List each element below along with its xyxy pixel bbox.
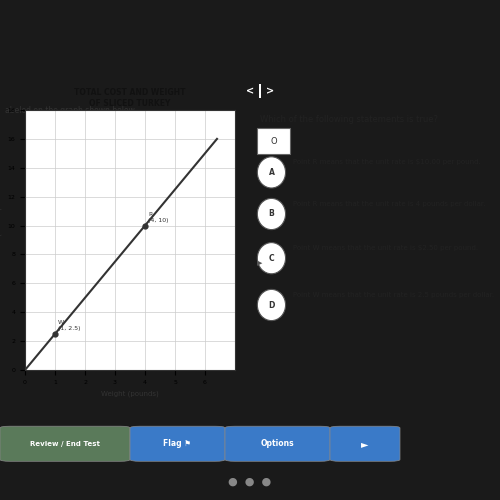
Text: D: D (268, 300, 274, 310)
Circle shape (258, 242, 285, 274)
Text: Review / End Test: Review / End Test (30, 441, 100, 447)
Circle shape (258, 157, 285, 188)
FancyBboxPatch shape (0, 426, 130, 462)
Text: Options: Options (260, 440, 294, 448)
FancyBboxPatch shape (225, 426, 330, 462)
Text: Point R means that the unit rate is 4 pounds per dollar.: Point R means that the unit rate is 4 po… (292, 201, 485, 207)
FancyBboxPatch shape (130, 426, 225, 462)
FancyBboxPatch shape (258, 128, 290, 154)
Text: ►: ► (361, 439, 369, 449)
Text: Flag ⚑: Flag ⚑ (164, 440, 192, 448)
Text: >: > (266, 86, 274, 96)
Text: C: C (268, 254, 274, 262)
Title: TOTAL COST AND WEIGHT
OF SLICED TURKEY: TOTAL COST AND WEIGHT OF SLICED TURKEY (74, 88, 186, 108)
Text: Point R means that the unit rate is $10.00 per pound.: Point R means that the unit rate is $10.… (292, 160, 480, 166)
Text: Point W means that the unit rate is $2.50 per pound.: Point W means that the unit rate is $2.5… (292, 245, 478, 251)
Text: R
(4, 10): R (4, 10) (148, 212, 169, 222)
Text: ▶: ▶ (258, 260, 262, 266)
FancyBboxPatch shape (259, 84, 261, 98)
Text: Which of the following statements is true?: Which of the following statements is tru… (260, 115, 438, 124)
Y-axis label: Total Cost (dollars): Total Cost (dollars) (0, 208, 2, 272)
Text: Point W means that the unit rate is 2.5 pounds per dollar.: Point W means that the unit rate is 2.5 … (292, 292, 494, 298)
Text: <: < (246, 86, 254, 96)
Text: B: B (268, 210, 274, 218)
Text: ●  ●  ●: ● ● ● (228, 477, 272, 487)
X-axis label: Weight (pounds): Weight (pounds) (101, 390, 159, 397)
Text: abeled on the graph shown below.: abeled on the graph shown below. (5, 106, 136, 115)
FancyBboxPatch shape (330, 426, 400, 462)
Circle shape (258, 290, 285, 320)
Text: O: O (270, 136, 277, 145)
Circle shape (258, 198, 285, 230)
Text: A: A (268, 168, 274, 177)
Text: W
(1, 2.5): W (1, 2.5) (58, 320, 80, 331)
